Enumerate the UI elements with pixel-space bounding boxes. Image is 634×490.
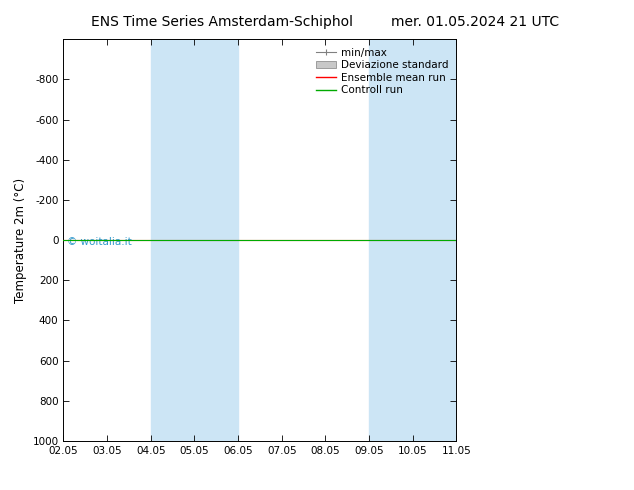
Text: ENS Time Series Amsterdam-Schiphol: ENS Time Series Amsterdam-Schiphol xyxy=(91,15,353,29)
Bar xyxy=(151,39,238,441)
Bar xyxy=(369,39,456,441)
Text: © woitalia.it: © woitalia.it xyxy=(67,237,132,247)
Y-axis label: Temperature 2m (°C): Temperature 2m (°C) xyxy=(14,177,27,303)
Legend: min/max, Deviazione standard, Ensemble mean run, Controll run: min/max, Deviazione standard, Ensemble m… xyxy=(313,45,451,98)
Text: mer. 01.05.2024 21 UTC: mer. 01.05.2024 21 UTC xyxy=(391,15,560,29)
